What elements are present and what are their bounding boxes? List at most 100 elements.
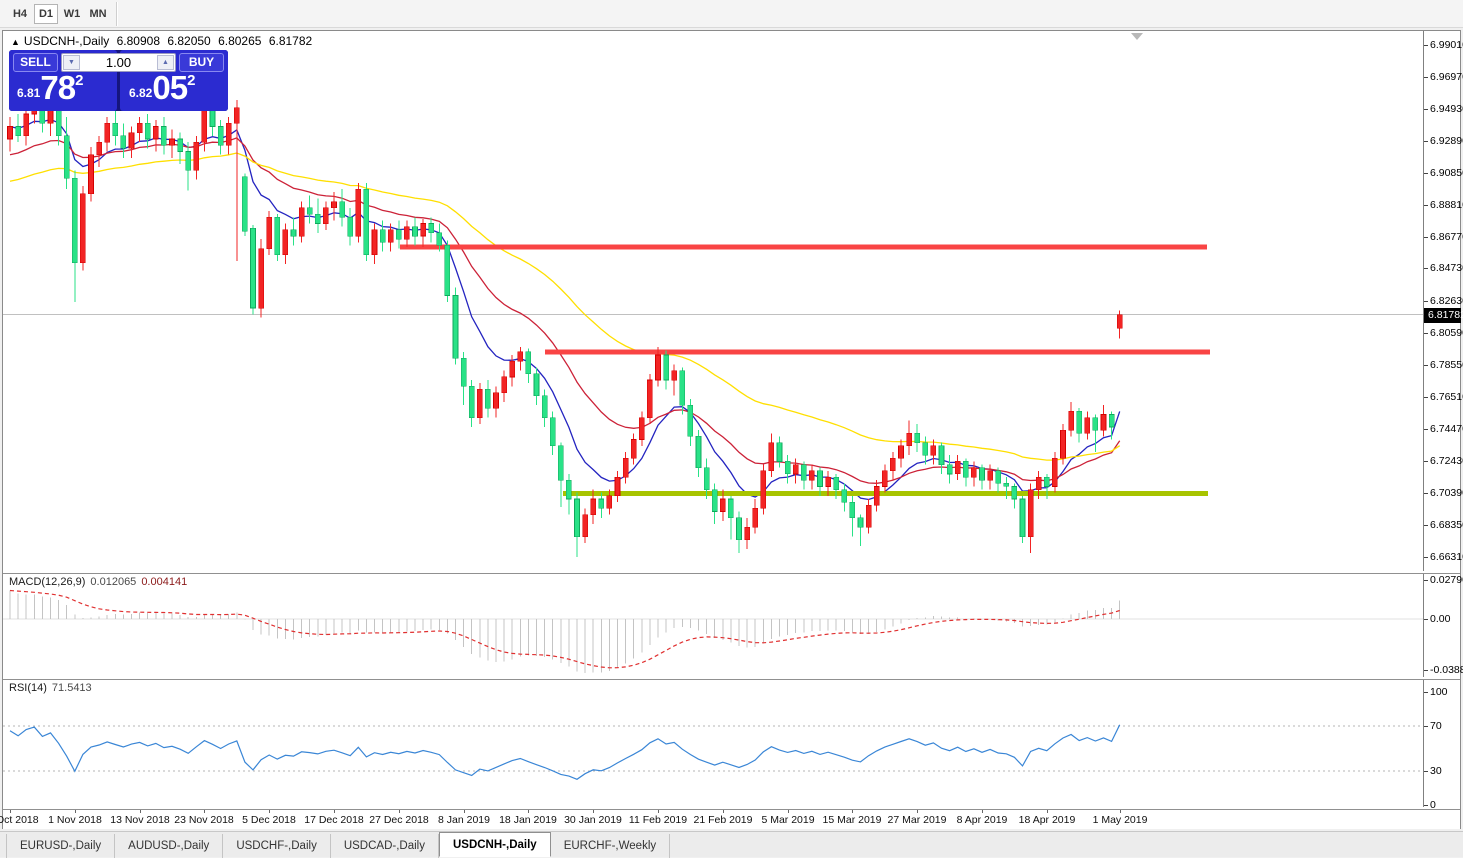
- rsi-tick-label: 0: [1430, 799, 1436, 811]
- date-tick-mark: [723, 810, 724, 813]
- price-tick-label: 6.90850: [1430, 167, 1463, 179]
- sell-button[interactable]: SELL: [13, 53, 58, 72]
- price-tick-label: 6.74470: [1430, 423, 1463, 435]
- chart-tabbar: EURUSD-,Daily AUDUSD-,Daily USDCHF-,Daily U…: [0, 831, 1463, 858]
- macd-canvas[interactable]: [3, 574, 1423, 678]
- price-tick-mark: [1424, 77, 1428, 78]
- macd-axis: 0.027908 0.00 -0.038871: [1423, 574, 1463, 677]
- price-tick-label: 6.96970: [1430, 71, 1463, 83]
- date-tick-label: 30 Jan 2019: [564, 814, 622, 826]
- macd-main-value: 0.012065: [90, 576, 137, 588]
- date-tick-mark: [204, 810, 205, 813]
- date-tick-mark: [1120, 810, 1121, 813]
- macd-label: MACD(12,26,9) 0.012065 0.004141: [9, 576, 187, 588]
- rsi-tick-label: 70: [1430, 720, 1442, 732]
- price-tick-mark: [1424, 397, 1428, 398]
- price-tick-label: 6.86770: [1430, 231, 1463, 243]
- price-chart-canvas[interactable]: [3, 31, 1423, 571]
- time-axis[interactable]: 22 Oct 2018 1 Nov 2018 13 Nov 2018 23 Nov 2…: [0, 809, 1460, 829]
- rsi-indicator-panel: 100 70 30 0 RSI(14) 71.5413: [3, 679, 1460, 811]
- price-tick-mark: [1424, 429, 1428, 430]
- tab-eurusd-daily[interactable]: EURUSD-,Daily: [6, 834, 116, 858]
- ohlc-open: 6.80908: [116, 34, 160, 48]
- price-tick-label: 6.70390: [1430, 487, 1463, 499]
- current-price-tag: 6.81782: [1424, 308, 1463, 323]
- macd-tick-mark: [1424, 670, 1428, 671]
- date-tick-label: 8 Apr 2019: [956, 814, 1008, 826]
- buy-price-pip: 2: [187, 72, 196, 89]
- timeframe-button-w1[interactable]: W1: [63, 8, 81, 20]
- date-tick-mark: [852, 810, 853, 813]
- sell-price-big: 78: [40, 69, 76, 106]
- rsi-value: 71.5413: [51, 682, 92, 694]
- price-tick-mark: [1424, 525, 1428, 526]
- price-tick-label: 6.84730: [1430, 262, 1463, 274]
- sell-price: 6.81782: [17, 69, 83, 107]
- date-tick-label: 23 Nov 2018: [174, 814, 234, 826]
- date-tick-label: 5 Dec 2018: [242, 814, 296, 826]
- macd-tick-mark: [1424, 580, 1428, 581]
- price-tick-mark: [1424, 333, 1428, 334]
- ohlc-low: 6.80265: [218, 34, 262, 48]
- price-tick-label: 6.78550: [1430, 359, 1463, 371]
- toolbar-separator: [116, 2, 117, 26]
- chart-shift-marker-icon[interactable]: [1131, 33, 1143, 40]
- price-tick-mark: [1424, 493, 1428, 494]
- price-tick-label: 6.68350: [1430, 519, 1463, 531]
- price-chart-panel: 6.81782 6.990106.969706.949306.928906.90…: [3, 31, 1463, 571]
- date-tick-label: 17 Dec 2018: [304, 814, 364, 826]
- price-tick-mark: [1424, 109, 1428, 110]
- timeframe-button-h4[interactable]: H4: [12, 8, 28, 20]
- tab-eurchf-weekly[interactable]: EURCHF-,Weekly: [551, 834, 671, 858]
- macd-name: MACD(12,26,9): [9, 576, 86, 588]
- sell-price-prefix: 6.81: [17, 86, 41, 100]
- price-tick-mark: [1424, 301, 1428, 302]
- tab-usdchf-daily[interactable]: USDCHF-,Daily: [223, 834, 331, 858]
- date-tick-label: 21 Feb 2019: [693, 814, 753, 826]
- date-tick-mark: [399, 810, 400, 813]
- date-tick-label: 18 Jan 2019: [499, 814, 557, 826]
- date-tick-label: 27 Dec 2018: [369, 814, 429, 826]
- buy-price-prefix: 6.82: [129, 86, 153, 100]
- timeframe-button-mn[interactable]: MN: [89, 8, 107, 20]
- date-tick-label: 22 Oct 2018: [0, 814, 39, 826]
- price-tick-label: 6.80590: [1430, 327, 1463, 339]
- date-tick-label: 1 Nov 2018: [48, 814, 102, 826]
- price-tick-label: 6.92890: [1430, 135, 1463, 147]
- date-tick-mark: [140, 810, 141, 813]
- rsi-canvas[interactable]: [3, 680, 1423, 808]
- price-tick-label: 6.82630: [1430, 295, 1463, 307]
- price-tick-mark: [1424, 173, 1428, 174]
- volume-stepper[interactable]: ▼ 1.00 ▲: [61, 53, 176, 72]
- price-tick-label: 6.66310: [1430, 551, 1463, 563]
- date-tick-mark: [593, 810, 594, 813]
- rsi-tick-mark: [1424, 771, 1428, 772]
- buy-button[interactable]: BUY: [179, 53, 224, 72]
- tab-usdcnh-daily[interactable]: USDCNH-,Daily: [438, 832, 551, 857]
- volume-increase-icon[interactable]: ▲: [157, 55, 174, 70]
- date-tick-label: 15 Mar 2019: [822, 814, 882, 826]
- ohlc-close: 6.81782: [268, 34, 313, 48]
- price-tick-mark: [1424, 45, 1428, 46]
- date-tick-label: 1 May 2019: [1092, 814, 1148, 826]
- one-click-trading-panel: SELL BUY ▼ 1.00 ▲ 6.81782 6.82052: [9, 50, 228, 111]
- price-tick-mark: [1424, 205, 1428, 206]
- buy-price: 6.82052: [129, 69, 195, 107]
- rsi-label: RSI(14) 71.5413: [9, 682, 92, 694]
- tab-audusd-daily[interactable]: AUDUSD-,Daily: [115, 834, 224, 858]
- buy-price-big: 05: [152, 69, 188, 106]
- timeframe-button-d1[interactable]: D1: [34, 4, 58, 24]
- volume-input[interactable]: 1.00: [105, 55, 132, 70]
- rsi-tick-label: 100: [1430, 686, 1448, 698]
- tab-usdcad-daily[interactable]: USDCAD-,Daily: [331, 834, 439, 858]
- price-tick-mark: [1424, 268, 1428, 269]
- volume-decrease-icon[interactable]: ▼: [63, 55, 80, 70]
- rsi-name: RSI(14): [9, 682, 47, 694]
- price-tick-label: 6.94930: [1430, 103, 1463, 115]
- date-tick-mark: [528, 810, 529, 813]
- chart-title: ▲ USDCNH-,Daily 6.80908 6.82050 6.80265 6…: [11, 34, 316, 48]
- price-tick-mark: [1424, 365, 1428, 366]
- chart-window: 6.81782 6.990106.969706.949306.928906.90…: [0, 30, 1463, 829]
- price-tick-mark: [1424, 141, 1428, 142]
- date-tick-mark: [10, 810, 11, 813]
